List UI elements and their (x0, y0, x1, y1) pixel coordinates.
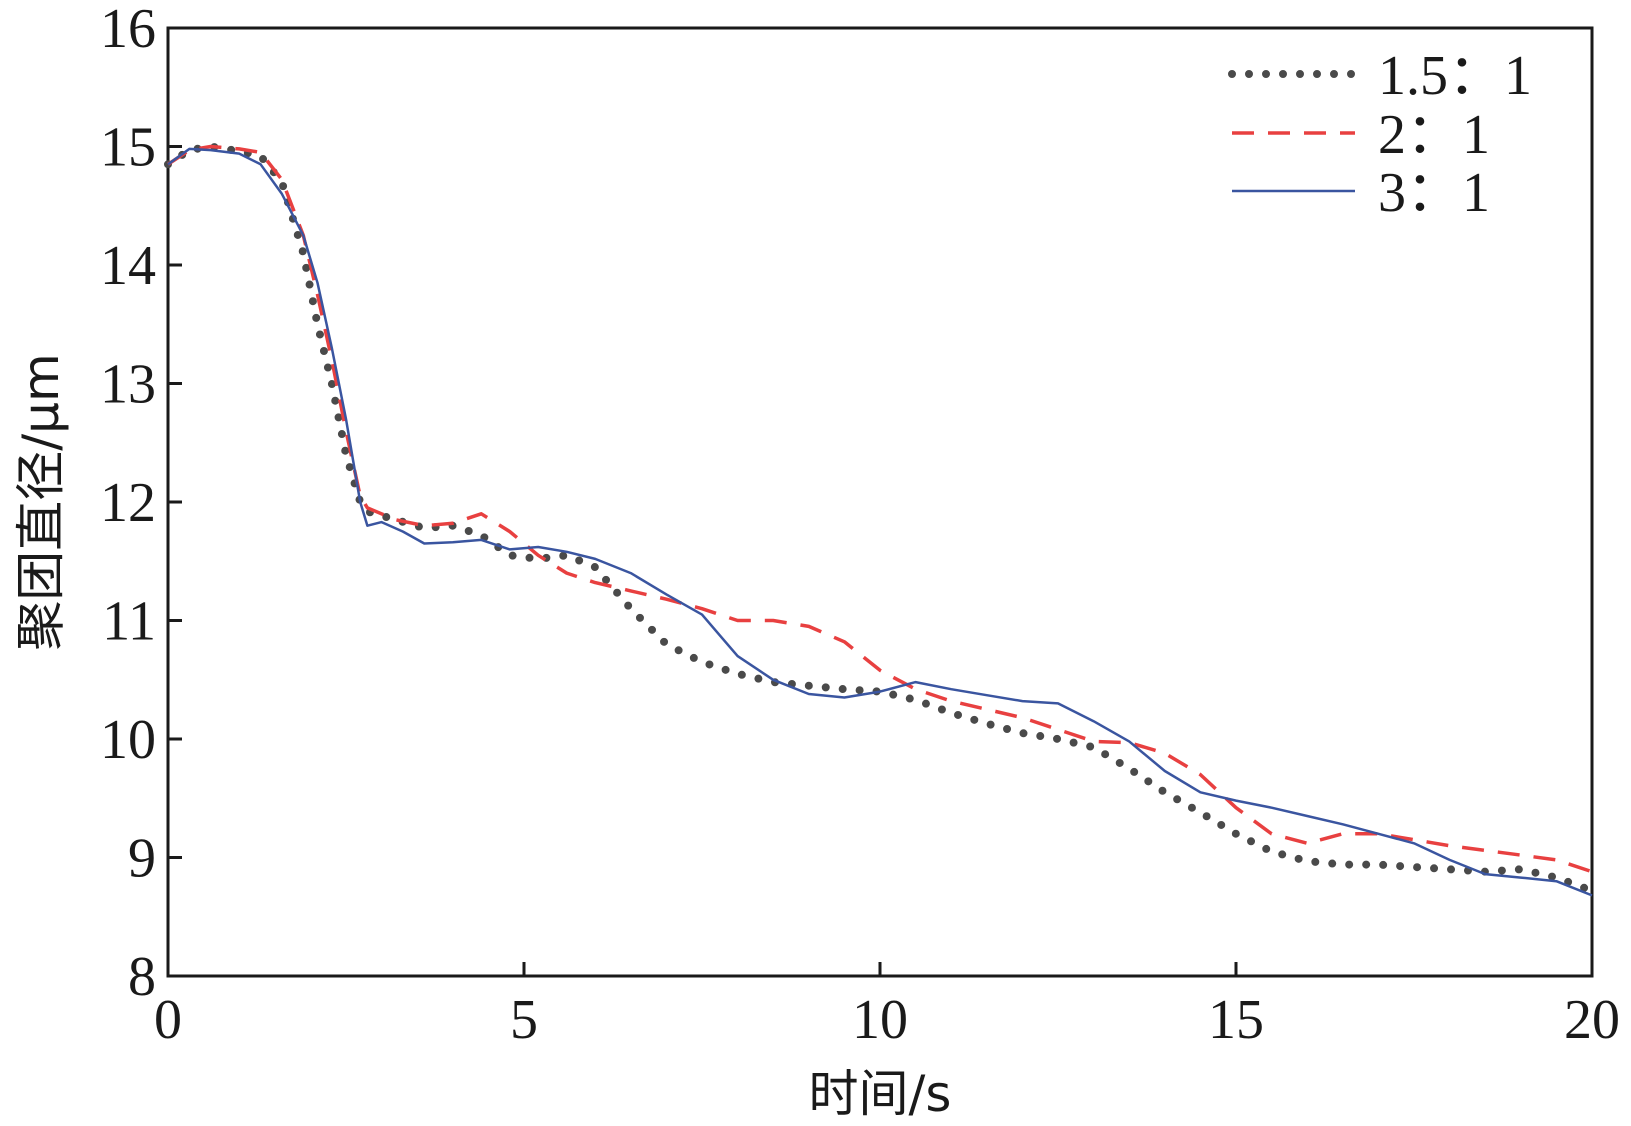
y-tick-label: 9 (128, 828, 156, 890)
legend-label-1: 1.5：1 (1378, 45, 1532, 107)
series-line-3 (167, 147, 1593, 897)
x-axis-title: 时间/s (809, 1065, 952, 1123)
x-tick-label: 5 (510, 989, 538, 1051)
x-tick-label: 10 (852, 989, 908, 1051)
y-tick-label: 11 (102, 591, 156, 653)
series-line-1 (164, 142, 1596, 895)
series-layer (164, 142, 1596, 897)
y-tick-label: 16 (100, 0, 156, 60)
legend-label-3: 3：1 (1378, 162, 1490, 224)
legend: 1.5：12：13：1 (1228, 45, 1532, 224)
y-tick-label: 10 (100, 709, 156, 771)
series-line-2 (167, 144, 1593, 874)
y-axis-ticks: 8 9 10 11 12 13 14 15 16 (100, 0, 182, 1008)
x-tick-label: 20 (1564, 989, 1620, 1051)
y-tick-label: 12 (100, 472, 156, 534)
legend-label-2: 2：1 (1378, 104, 1490, 166)
y-tick-label: 13 (100, 354, 156, 416)
x-tick-label: 0 (154, 989, 182, 1051)
y-axis-title: 聚团直径/μm (12, 353, 70, 650)
y-tick-label: 8 (128, 946, 156, 1008)
y-tick-label: 14 (100, 235, 156, 297)
x-axis-ticks: 0 5 10 15 20 (154, 962, 1620, 1051)
x-tick-label: 15 (1208, 989, 1264, 1051)
y-tick-label: 15 (100, 117, 156, 179)
